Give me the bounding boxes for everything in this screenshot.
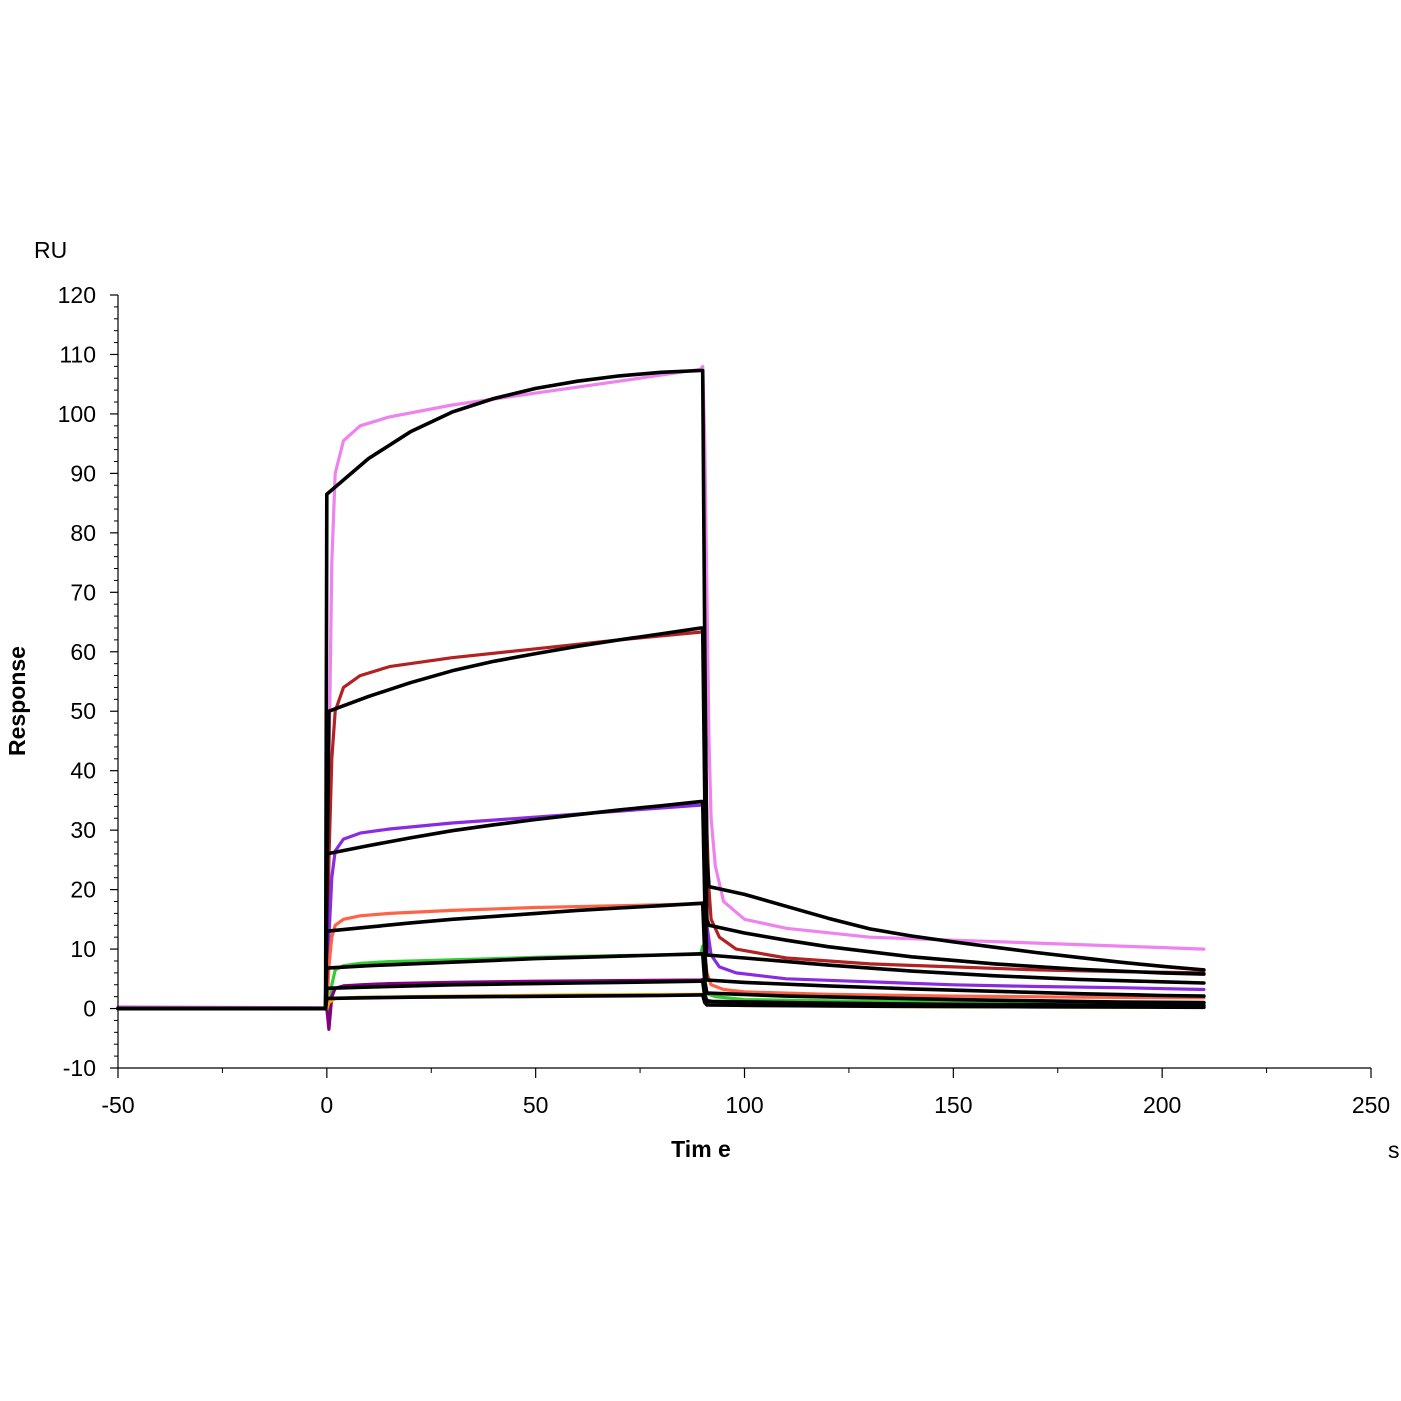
y-tick-label: 20 (70, 877, 96, 903)
y-tick-label: -10 (63, 1055, 96, 1081)
fit-curve-10 (116, 901, 1206, 1011)
fit-curve-7 (116, 368, 1206, 1011)
fit-curve-13 (116, 993, 1206, 1011)
series-layer (116, 364, 1206, 1031)
x-tick-label: 150 (934, 1092, 972, 1118)
x-axis-title: Tim e (671, 1136, 731, 1162)
x-tick-label: 200 (1143, 1092, 1181, 1118)
y-tick-label: 100 (58, 401, 96, 427)
y-tick-label: 10 (70, 936, 96, 962)
y-tick-label: 40 (70, 758, 96, 784)
y-tick-label: 30 (70, 817, 96, 843)
fit-curve-8 (116, 626, 1206, 1011)
ticks-layer: -10 0 10 20 30 40 50 60 70 80 90 100 110 120 -50 0 50 100… (58, 282, 1391, 1118)
x-tick-label: 50 (523, 1092, 549, 1118)
measured-curve-0 (116, 364, 1206, 1011)
x-tick-label: 100 (725, 1092, 763, 1118)
fit-curve-12 (116, 979, 1206, 1011)
fit-curve-9 (116, 799, 1206, 1011)
x-unit-label: s (1388, 1137, 1400, 1163)
y-tick-label: 0 (83, 996, 96, 1022)
fit-curve-11 (116, 952, 1206, 1011)
y-tick-label: 120 (58, 282, 96, 308)
y-tick-label: 50 (70, 698, 96, 724)
y-unit-label: RU (34, 237, 67, 263)
y-tick-label: 90 (70, 460, 96, 486)
y-axis-title: Response (4, 646, 30, 756)
x-tick-label: 0 (320, 1092, 333, 1118)
x-tick-label: 250 (1352, 1092, 1390, 1118)
y-tick-label: 80 (70, 520, 96, 546)
y-tick-label: 110 (59, 341, 96, 367)
y-tick-label: 60 (70, 639, 96, 665)
y-tick-label: 70 (70, 579, 96, 605)
x-tick-label: -50 (101, 1092, 134, 1118)
